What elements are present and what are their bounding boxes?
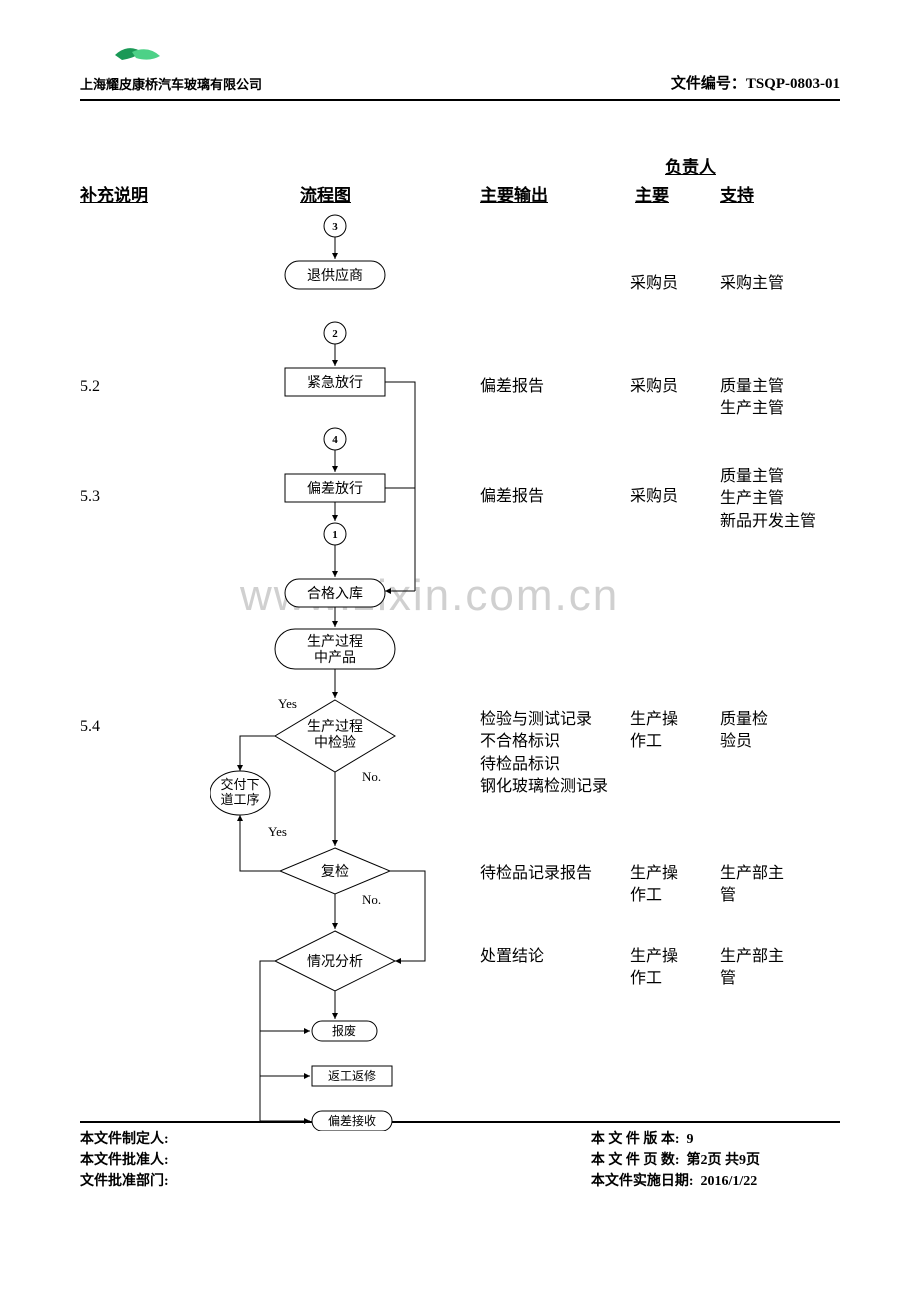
support-r2-l2: 生产主管 (720, 398, 784, 420)
node-deliver-l2: 道工序 (220, 792, 259, 807)
main-r6-l2: 作工 (630, 968, 678, 990)
support-r4-l2: 验员 (720, 731, 768, 753)
connector-4: 4 (332, 434, 338, 446)
support-r3-l1: 质量主管 (720, 466, 816, 488)
node-deviation-release: 偏差放行 (307, 481, 363, 497)
label-no-1: No. (362, 769, 381, 784)
support-r2: 质量主管 生产主管 (720, 376, 784, 421)
main-r5-l1: 生产操 (630, 863, 678, 885)
document-page: 上海耀皮康桥汽车玻璃有限公司 文件编号：TSQP-0803-01 www.zix… (0, 0, 920, 1222)
support-r4: 质量检 验员 (720, 709, 768, 754)
footer-creator: 本文件制定人: (80, 1129, 169, 1150)
page-footer: 本文件制定人: 本文件批准人: 文件批准部门: 本 文 件 版 本: 9 本 文… (80, 1121, 840, 1192)
company-logo-icon (110, 40, 164, 70)
support-r3: 质量主管 生产主管 新品开发主管 (720, 466, 816, 533)
note-5-3: 5.3 (80, 486, 100, 508)
document-number: 文件编号：TSQP-0803-01 (671, 72, 840, 93)
node-wip-l2: 中产品 (314, 650, 356, 666)
footer-dept: 文件批准部门: (80, 1171, 169, 1192)
support-r4-l1: 质量检 (720, 709, 768, 731)
support-r5-l2: 管 (720, 885, 784, 907)
company-name: 上海耀皮康桥汽车玻璃有限公司 (80, 74, 262, 93)
label-yes-1: Yes (278, 696, 297, 711)
main-r4-l1: 生产操 (630, 709, 678, 731)
node-analysis: 情况分析 (307, 954, 363, 970)
label-yes-2: Yes (268, 824, 287, 839)
support-r2-l1: 质量主管 (720, 376, 784, 398)
note-5-4: 5.4 (80, 716, 100, 738)
support-r5-l1: 生产部主 (720, 863, 784, 885)
support-r5: 生产部主 管 (720, 863, 784, 908)
connector-3: 3 (332, 221, 338, 233)
node-deliver-l1: 交付下 (220, 777, 259, 792)
node-recheck: 复检 (321, 863, 349, 880)
footer-date: 本文件实施日期: 2016/1/22 (591, 1171, 760, 1192)
support-r3-l3: 新品开发主管 (720, 511, 816, 533)
connector-1: 1 (332, 529, 338, 541)
support-r6-l2: 管 (720, 968, 784, 990)
header-note: 补充说明 (80, 181, 148, 206)
header-responsible: 负责人 (665, 153, 716, 178)
header-flowchart: 流程图 (300, 181, 351, 206)
footer-version: 本 文 件 版 本: 9 (591, 1129, 760, 1150)
footer-left: 本文件制定人: 本文件批准人: 文件批准部门: (80, 1129, 169, 1192)
main-r1: 采购员 (630, 273, 678, 295)
header-main: 主要 (635, 181, 669, 206)
main-r5-l2: 作工 (630, 885, 678, 907)
main-r3: 采购员 (630, 486, 678, 508)
header-support: 支持 (720, 181, 754, 206)
page-header: 上海耀皮康桥汽车玻璃有限公司 文件编号：TSQP-0803-01 (80, 40, 840, 101)
support-r1: 采购主管 (720, 273, 784, 295)
node-rework: 返工返修 (328, 1068, 376, 1083)
note-5-2: 5.2 (80, 376, 100, 398)
logo-area: 上海耀皮康桥汽车玻璃有限公司 (80, 40, 262, 93)
main-r5: 生产操 作工 (630, 863, 678, 908)
main-r4-l2: 作工 (630, 731, 678, 753)
node-emergency-release: 紧急放行 (307, 375, 363, 391)
content-area: www.zixin.com.cn 补充说明 流程图 主要输出 负责人 主要 支持… (80, 151, 840, 1121)
node-inspect-l1: 生产过程 (307, 719, 363, 735)
node-inspect-l2: 中检验 (314, 735, 356, 751)
footer-right: 本 文 件 版 本: 9 本 文 件 页 数: 第2页 共9页 本文件实施日期:… (591, 1129, 840, 1192)
label-no-2: No. (362, 892, 381, 907)
main-r2: 采购员 (630, 376, 678, 398)
support-r6: 生产部主 管 (720, 946, 784, 991)
flowchart-svg: 3 退供应商 2 紧急放行 4 偏差放行 (210, 211, 530, 1131)
node-wip-l1: 生产过程 (307, 634, 363, 650)
node-scrap: 报废 (332, 1023, 356, 1038)
doc-number-label: 文件编号： (671, 76, 746, 92)
connector-2: 2 (332, 328, 338, 340)
footer-pages: 本 文 件 页 数: 第2页 共9页 (591, 1150, 760, 1171)
node-deviation-accept: 偏差接收 (328, 1113, 376, 1128)
header-output: 主要输出 (480, 181, 548, 206)
support-r3-l2: 生产主管 (720, 488, 816, 510)
main-r4: 生产操 作工 (630, 709, 678, 754)
node-return-supplier: 退供应商 (307, 267, 363, 284)
footer-approver: 本文件批准人: (80, 1150, 169, 1171)
main-r6-l1: 生产操 (630, 946, 678, 968)
main-r6: 生产操 作工 (630, 946, 678, 991)
support-r6-l1: 生产部主 (720, 946, 784, 968)
doc-number-value: TSQP-0803-01 (746, 76, 840, 92)
node-qualified-storage: 合格入库 (307, 586, 363, 602)
